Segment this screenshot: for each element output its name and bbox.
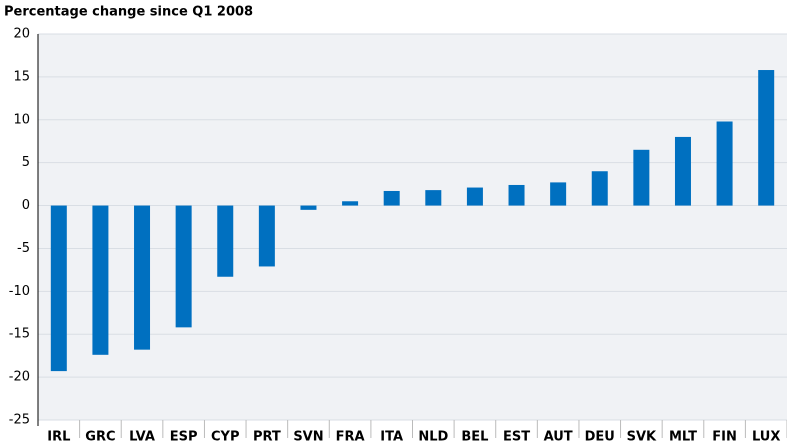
x-tick-label: IRL [47,430,70,445]
x-tick-label: BEL [461,430,488,445]
y-tick-label: -25 [9,413,30,428]
y-tick-label: 0 [22,198,30,213]
y-tick-label: -15 [9,327,30,342]
y-tick-label: -10 [9,284,30,299]
x-tick-label: DEU [585,430,615,445]
bar [92,205,109,355]
x-tick-label: CYP [211,430,239,445]
x-tick-label: LVA [129,430,155,445]
bar [300,205,317,210]
x-tick-label: ESP [170,430,198,445]
x-tick-label: LUX [752,430,780,445]
bar [591,171,608,206]
bar [674,136,691,206]
y-tick-label: 5 [22,155,30,170]
bar [383,190,400,206]
x-tick-label: ITA [380,430,403,445]
bar [50,205,67,372]
x-tick-label: FIN [712,430,737,445]
bar [258,205,275,267]
x-tick-label: NLD [418,430,448,445]
x-tick-label: PRT [253,430,281,445]
bar [217,205,234,277]
x-tick-label: GRC [85,430,115,445]
y-tick-label: -5 [17,241,30,256]
bar [716,121,733,206]
plot-area [38,34,787,420]
bar [550,182,567,206]
y-tick-label: 20 [13,27,30,42]
y-tick-label: 15 [13,69,30,84]
bar [342,201,359,206]
x-tick-label: EST [503,430,530,445]
x-tick-label: SVN [293,430,323,445]
x-tick-label: SVK [627,430,657,445]
bar [633,149,650,206]
y-tick-label: 10 [13,112,30,127]
bar [758,70,775,206]
bar [466,187,483,206]
bar [425,190,442,206]
bar [175,205,192,328]
bar [508,184,525,206]
bar [134,205,151,350]
x-tick-label: AUT [544,430,573,445]
x-tick-label: FRA [336,430,365,445]
x-tick-label: MLT [669,430,697,445]
chart-title: Percentage change since Q1 2008 [4,5,253,20]
y-tick-label: -20 [9,370,30,385]
